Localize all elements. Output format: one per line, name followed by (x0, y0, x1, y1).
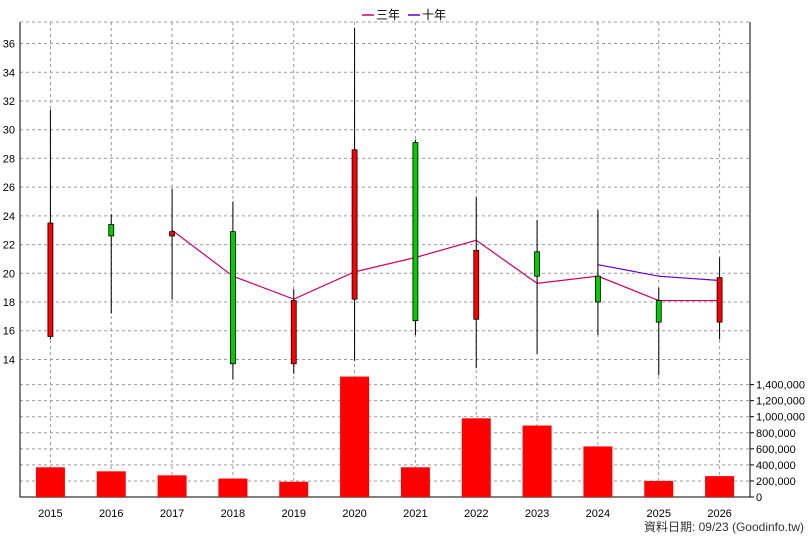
x-tick-label: 2026 (707, 508, 731, 520)
candle-body (290, 300, 297, 365)
x-tick-label: 2024 (586, 508, 610, 520)
x-tick-label: 2025 (647, 508, 671, 520)
price-tick-label: 24 (3, 211, 15, 223)
volume-tick-label: 800,000 (756, 428, 796, 440)
volume-bar (340, 376, 370, 497)
volume-tick-label: 1,400,000 (756, 380, 805, 392)
x-tick-label: 2019 (282, 508, 306, 520)
x-tick-label: 2017 (160, 508, 184, 520)
axes (19, 21, 754, 498)
volume-bar (400, 467, 430, 497)
volume-bar (157, 475, 187, 497)
volume-tick-label: 400,000 (756, 460, 796, 472)
volume-bar (218, 478, 248, 497)
price-lines (171, 229, 720, 302)
candle-body (230, 231, 236, 365)
volume-bar (705, 476, 735, 497)
price-tick-label: 16 (3, 326, 15, 338)
volume-bar (35, 467, 65, 497)
ma-line-2 (597, 264, 720, 282)
candle-body (169, 231, 175, 237)
volume-tick-label: 0 (756, 492, 762, 504)
candle-body (108, 224, 115, 237)
price-tick-label: 14 (3, 354, 15, 366)
volume-grid (20, 384, 750, 498)
volume-bar (279, 481, 309, 497)
candle-body (412, 142, 419, 322)
price-tick-label: 36 (3, 39, 15, 51)
candle-body (655, 300, 662, 323)
volume-bar (583, 446, 613, 497)
candle-body (595, 275, 601, 303)
price-tick-label: 22 (3, 240, 15, 252)
legend-label-2: 十年 (422, 8, 446, 22)
x-tick-label: 2016 (99, 508, 123, 520)
volume-tick-label: 600,000 (756, 444, 796, 456)
price-tick-label: 28 (3, 153, 15, 165)
price-grid (20, 22, 750, 497)
price-tick-label: 30 (3, 125, 15, 137)
volume-bar (644, 480, 674, 497)
footer-source: 資料日期: 09/23 (Goodinfo.tw) (644, 520, 804, 534)
candles (47, 27, 723, 380)
legend: 三年 十年 (362, 8, 446, 22)
x-tick-label: 2022 (464, 508, 488, 520)
volume-bar (461, 418, 491, 497)
price-tick-label: 18 (3, 297, 15, 309)
volume-bar (522, 425, 552, 497)
candle-body (534, 251, 540, 277)
volume-bars (35, 376, 735, 497)
volume-tick-label: 1,200,000 (756, 396, 805, 408)
volume-tick-label: 1,000,000 (756, 412, 805, 424)
candle-body (716, 277, 723, 323)
x-tick-label: 2021 (403, 508, 427, 520)
candle-body (473, 249, 480, 320)
x-tick-label: 2015 (38, 508, 62, 520)
price-tick-label: 32 (3, 96, 15, 108)
volume-bar (96, 471, 126, 497)
candle-body (351, 149, 358, 300)
legend-label-1: 三年 (376, 8, 400, 22)
price-tick-label: 20 (3, 268, 15, 280)
price-tick-label: 34 (3, 67, 15, 79)
candle-body (47, 222, 54, 337)
volume-tick-label: 200,000 (756, 476, 796, 488)
price-tick-label: 26 (3, 182, 15, 194)
x-tick-label: 2020 (342, 508, 366, 520)
x-tick-label: 2023 (525, 508, 549, 520)
ma-line-1 (171, 229, 720, 302)
x-tick-label: 2018 (221, 508, 245, 520)
